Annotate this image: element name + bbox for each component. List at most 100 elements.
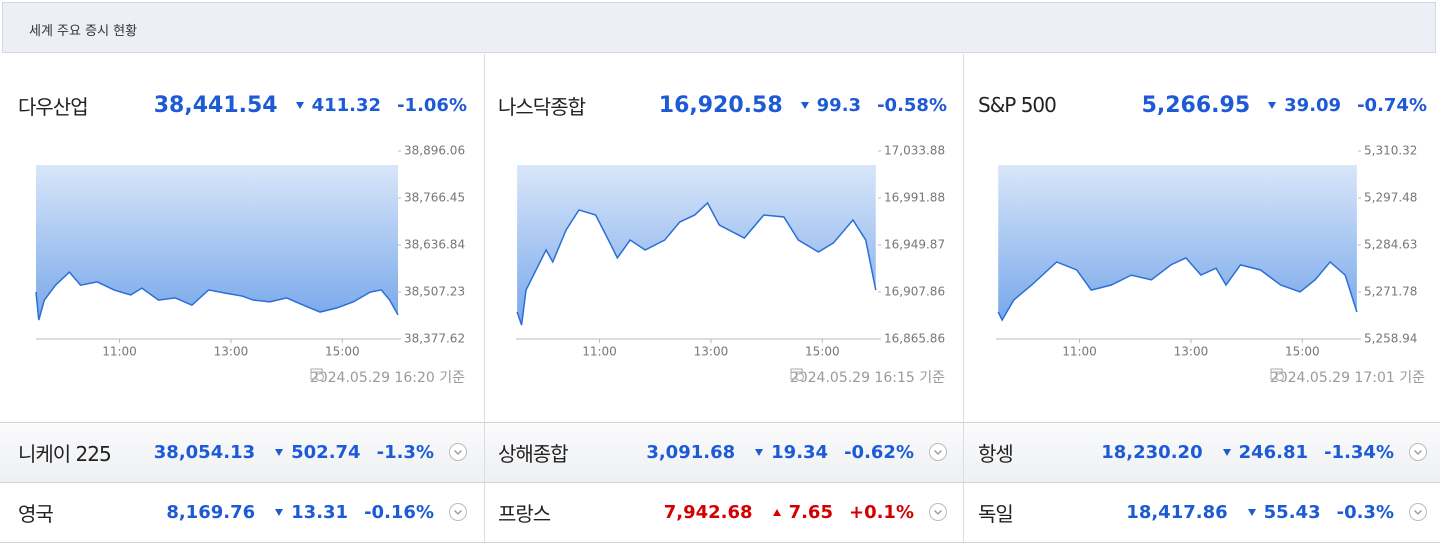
- y-tick-label: 5,297.48: [1364, 190, 1417, 204]
- ticker-row: 상해종합 3,091.68 19.34 -0.62%: [480, 422, 960, 482]
- chevron-icon[interactable]: [928, 502, 948, 522]
- change: 7.65: [788, 501, 833, 523]
- ticker-row: 프랑스 7,942.68 7.65 +0.1%: [480, 482, 960, 542]
- separator: [0, 482, 1440, 483]
- y-tick-label: 5,284.63: [1364, 238, 1417, 252]
- chart: 38,377.62 38,507.23 38,636.84 38,766.45 38,8…: [35, 144, 465, 359]
- header: 세계 주요 증시 현황: [2, 2, 1436, 53]
- ticker-name: 상해종합: [498, 441, 569, 466]
- ticker-name: 프랑스: [498, 501, 551, 526]
- y-tick-label: 38,636.84: [404, 238, 465, 252]
- change: 39.09: [1284, 94, 1342, 116]
- timestamp-text: 2024.05.29 16:15 기준: [789, 370, 945, 386]
- chart: 5,258.94 5,271.78 5,284.63 5,297.48 5,310.32…: [996, 144, 1417, 359]
- price: 18,417.86: [1126, 501, 1228, 523]
- clock-icon: [1270, 368, 1284, 381]
- separator: [0, 422, 1440, 423]
- change-rate: -0.74%: [1357, 94, 1427, 116]
- x-tick-label: 15:00: [1285, 345, 1320, 359]
- index-name: S&P 500: [978, 93, 1057, 117]
- trend-arrow: [1268, 101, 1277, 109]
- x-tick-label: 13:00: [1174, 345, 1209, 359]
- timestamp: 2024.05.29 16:15 기준: [790, 367, 945, 387]
- expand-button[interactable]: [1408, 502, 1428, 522]
- change: 55.43: [1263, 501, 1321, 523]
- price: 3,091.68: [646, 441, 736, 463]
- index-panel: 38,377.62 38,507.23 38,636.84 38,766.45 38,8…: [0, 54, 480, 422]
- y-tick-label: 17,033.88: [884, 144, 945, 158]
- y-tick-label: 38,377.62: [404, 332, 465, 346]
- quote: 5,266.95 39.09 -0.74%: [1142, 93, 1427, 118]
- x-tick-label: 13:00: [214, 345, 249, 359]
- price: 38,441.54: [153, 92, 278, 118]
- trend-arrow: [295, 101, 304, 109]
- price: 18,230.20: [1101, 441, 1203, 463]
- chevron-icon[interactable]: [928, 442, 948, 462]
- separator: [963, 54, 964, 542]
- timestamp-text: 2024.05.29 16:20 기준: [309, 370, 465, 386]
- quote: 38,054.13 502.74 -1.3%: [154, 442, 468, 463]
- ticker-name: 영국: [18, 501, 54, 526]
- ticker-row: 독일 18,417.86 55.43 -0.3%: [960, 482, 1440, 542]
- quote: 18,230.20 246.81 -1.34%: [1101, 442, 1428, 463]
- expand-button[interactable]: [928, 502, 948, 522]
- price: 7,942.68: [663, 501, 753, 523]
- change: 19.34: [771, 441, 829, 463]
- trend-arrow: [800, 101, 809, 109]
- ticker-name: 니케이 225: [18, 441, 112, 466]
- trend-arrow: [755, 448, 764, 456]
- x-tick-label: 15:00: [325, 345, 360, 359]
- ticker-name: 독일: [978, 501, 1014, 526]
- ticker-row: 니케이 225 38,054.13 502.74 -1.3%: [0, 422, 480, 482]
- y-tick-label: 5,258.94: [1364, 332, 1417, 346]
- expand-button[interactable]: [448, 442, 468, 462]
- quote: 16,920.58 99.3 -0.58%: [659, 93, 947, 118]
- x-tick-label: 11:00: [102, 345, 137, 359]
- expand-button[interactable]: [928, 442, 948, 462]
- y-tick-label: 38,766.45: [404, 191, 465, 205]
- quote: 3,091.68 19.34 -0.62%: [646, 442, 948, 463]
- price-line: [516, 201, 877, 326]
- chevron-icon[interactable]: [448, 442, 468, 462]
- row-background: [0, 422, 1440, 482]
- change-rate: -1.3%: [376, 441, 434, 463]
- index-name: 다우산업: [18, 94, 89, 119]
- chevron-icon[interactable]: [1408, 502, 1428, 522]
- trend-arrow: [1247, 508, 1256, 516]
- ticker-name: 항셍: [978, 441, 1014, 466]
- price-line: [997, 256, 1358, 322]
- y-tick-label: 5,310.32: [1364, 144, 1417, 158]
- area-fill: [517, 165, 876, 325]
- clock-icon: [790, 368, 804, 381]
- y-tick-label: 16,991.88: [884, 190, 945, 204]
- area-fill: [998, 165, 1357, 321]
- change-rate: -1.34%: [1324, 441, 1394, 463]
- area-fill: [36, 165, 398, 321]
- chevron-icon[interactable]: [1408, 442, 1428, 462]
- y-tick-label: 38,507.23: [404, 285, 465, 299]
- x-tick-label: 13:00: [694, 345, 729, 359]
- clock-icon: [310, 368, 324, 381]
- change-rate: -0.3%: [1336, 501, 1394, 523]
- quote: 18,417.86 55.43 -0.3%: [1126, 502, 1428, 523]
- timestamp: 2024.05.29 17:01 기준: [1270, 367, 1425, 387]
- chevron-icon[interactable]: [448, 502, 468, 522]
- price: 38,054.13: [153, 441, 256, 463]
- ticker-row: 영국 8,169.76 13.31 -0.16%: [0, 482, 480, 542]
- y-tick-label: 16,907.86: [884, 285, 945, 299]
- change-rate: -0.58%: [877, 94, 947, 116]
- trend-arrow: [1222, 448, 1231, 456]
- index-panel: 16,865.86 16,907.86 16,949.87 16,991.88 17,0…: [480, 54, 960, 422]
- change-rate: +0.1%: [848, 501, 914, 523]
- quote: 38,441.54 411.32 -1.06%: [154, 93, 467, 118]
- trend-arrow: [772, 508, 781, 516]
- expand-button[interactable]: [448, 502, 468, 522]
- change: 502.74: [291, 441, 361, 463]
- expand-button[interactable]: [1408, 442, 1428, 462]
- timestamp-text: 2024.05.29 17:01 기준: [1269, 370, 1425, 386]
- x-tick-label: 15:00: [805, 345, 840, 359]
- change-rate: -1.06%: [397, 94, 467, 116]
- separator: [484, 54, 485, 542]
- change: 246.81: [1238, 441, 1309, 463]
- quote: 7,942.68 7.65 +0.1%: [664, 502, 948, 523]
